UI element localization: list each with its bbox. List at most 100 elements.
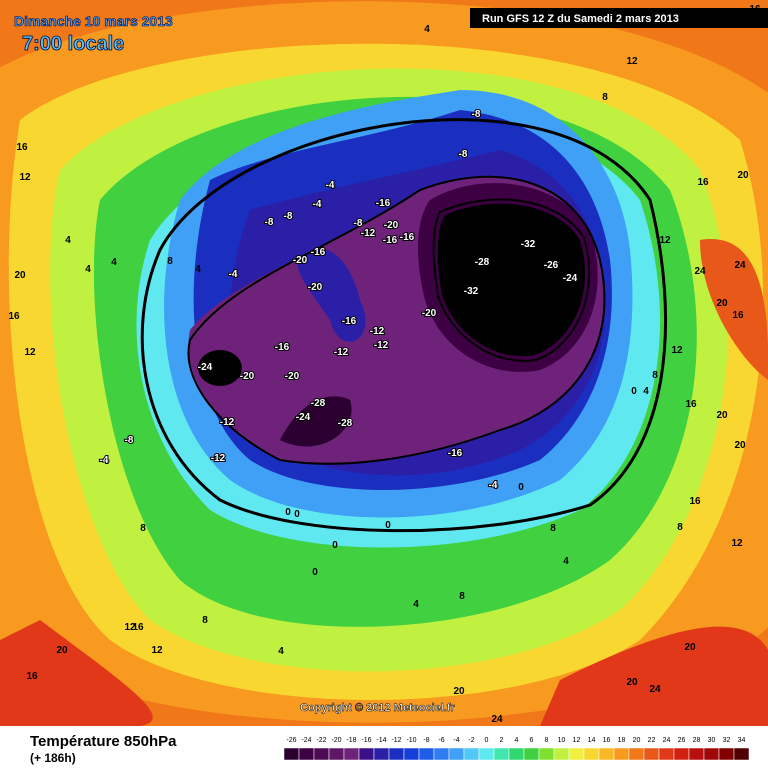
scale-label: -18 — [346, 737, 356, 744]
contour-label: -20 — [285, 371, 300, 382]
contour-label: 4 — [424, 24, 430, 35]
contour-label: -16 — [311, 247, 326, 258]
contour-label: 16 — [8, 311, 20, 322]
scale-label: 26 — [678, 737, 686, 744]
scale-label: -10 — [406, 737, 416, 744]
contour-label: 0 — [312, 567, 318, 578]
contour-label: 16 — [685, 399, 697, 410]
scale-label: 18 — [618, 737, 626, 744]
contour-label: -8 — [125, 435, 134, 446]
scale-label: 24 — [663, 737, 671, 744]
scale-label: 10 — [558, 737, 566, 744]
contour-label: -4 — [489, 480, 498, 491]
contour-label: -28 — [311, 398, 326, 409]
scale-label: 22 — [648, 737, 656, 744]
contour-label: -12 — [220, 417, 235, 428]
scale-label: -14 — [376, 737, 386, 744]
contour-label: 24 — [649, 684, 661, 695]
contour-label: -32 — [464, 286, 479, 297]
contour-label: 0 — [294, 509, 300, 520]
scale-label: 30 — [708, 737, 716, 744]
contour-label: 4 — [643, 386, 649, 397]
scale-swatch — [673, 747, 690, 761]
field-title: Température 850hPa — [30, 733, 177, 750]
contour-label: -20 — [293, 255, 308, 266]
scale-swatch — [418, 747, 435, 761]
contour-label: 16 — [26, 671, 38, 682]
contour-label: 4 — [85, 264, 91, 275]
scale-swatch — [508, 747, 525, 761]
scale-swatch — [328, 747, 345, 761]
scale-swatch — [298, 747, 315, 761]
contour-label: 16 — [689, 496, 701, 507]
run-text: Run GFS 12 Z du Samedi 2 mars 2013 — [482, 13, 679, 25]
contour-label: -16 — [342, 316, 357, 327]
contour-label: 12 — [24, 347, 36, 358]
scale-swatch — [703, 747, 720, 761]
scale-label: -8 — [423, 737, 429, 744]
scale-swatch — [628, 747, 645, 761]
contour-label: -16 — [275, 342, 290, 353]
scale-swatch — [448, 747, 465, 761]
scale-label: 12 — [573, 737, 581, 744]
lead-time: (+ 186h) — [30, 751, 76, 765]
isotherm — [432, 198, 591, 362]
scale-swatch — [478, 747, 495, 761]
scale-swatch — [553, 747, 570, 761]
scale-swatch — [403, 747, 420, 761]
contour-label: 0 — [332, 540, 338, 551]
contour-label: 8 — [602, 92, 608, 103]
contour-label: 20 — [14, 270, 26, 281]
contour-label: 0 — [518, 482, 524, 493]
contour-label: -4 — [326, 180, 335, 191]
scale-swatch — [388, 747, 405, 761]
scale-swatch — [493, 747, 510, 761]
contour-label: -16 — [376, 198, 391, 209]
contour-label: 12 — [626, 56, 638, 67]
scale-label: -12 — [391, 737, 401, 744]
contour-label: 20 — [737, 170, 749, 181]
temperature-field — [0, 1, 768, 726]
contour-label: -28 — [338, 418, 353, 429]
contour-label: 8 — [652, 370, 658, 381]
footer — [0, 726, 768, 768]
contour-label: 24 — [734, 260, 746, 271]
contour-label: -8 — [472, 109, 481, 120]
scale-swatch — [598, 747, 615, 761]
contour-label: 4 — [195, 264, 201, 275]
contour-label: -20 — [240, 371, 255, 382]
contour-label: -26 — [544, 260, 559, 271]
scale-label: -20 — [331, 737, 341, 744]
contour-label: 20 — [716, 410, 728, 421]
scale-swatch — [358, 747, 375, 761]
scale-label: 6 — [530, 737, 534, 744]
contour-label: -16 — [400, 232, 415, 243]
contour-label: 12 — [671, 345, 683, 356]
scale-label: -22 — [316, 737, 326, 744]
isotherm — [187, 175, 606, 465]
contour-label: -24 — [296, 412, 311, 423]
contour-label: -4 — [313, 199, 322, 210]
contour-label: -12 — [334, 347, 349, 358]
copyright: Copyright © 2012 Meteociel.fr — [300, 702, 456, 714]
contour-label: -12 — [374, 340, 389, 351]
scale-swatch — [538, 747, 555, 761]
scale-label: -6 — [438, 737, 444, 744]
contour-label: 12 — [659, 235, 671, 246]
scale-label: 32 — [723, 737, 731, 744]
contour-label: 4 — [563, 556, 569, 567]
scale-swatch — [658, 747, 675, 761]
contour-label: 20 — [716, 298, 728, 309]
contour-label: 20 — [734, 440, 746, 451]
contour-label: -8 — [284, 211, 293, 222]
contour-label: 16 — [697, 177, 709, 188]
scale-label: -26 — [286, 737, 296, 744]
scale-label: -24 — [301, 737, 311, 744]
contour-labels: -32-28-32-26-24-20-24-20 -20-16-16-12-12-… — [8, 4, 761, 725]
contour-label: 4 — [65, 235, 71, 246]
scale-label: 14 — [588, 737, 596, 744]
contour-label: -24 — [563, 273, 578, 284]
contour-label: -16 — [383, 235, 398, 246]
contour-label: -12 — [361, 228, 376, 239]
contour-label: 24 — [491, 714, 503, 725]
